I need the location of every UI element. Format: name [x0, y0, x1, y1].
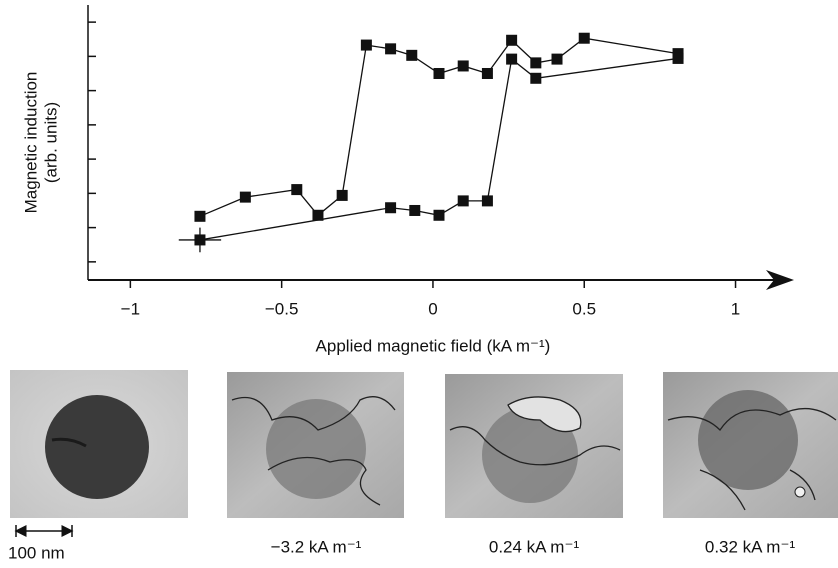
- y-axis-label: (arb. units): [41, 102, 60, 183]
- data-point: [312, 209, 324, 221]
- data-point: [672, 52, 684, 64]
- micrograph: [10, 370, 188, 518]
- chart: −1 −0.5 0 0.5 1 Applied magnetic field (kA m⁻…: [21, 5, 794, 355]
- data-point: [336, 189, 348, 201]
- data-point: [194, 210, 206, 222]
- data-point: [530, 72, 542, 84]
- data-point: [239, 191, 251, 203]
- scale-bar: 100 nm: [8, 525, 74, 562]
- data-point: [409, 204, 421, 216]
- data-point: [506, 53, 518, 65]
- data-point: [506, 34, 518, 46]
- panel-caption: 0.24 kA m⁻¹: [489, 537, 580, 556]
- data-point: [360, 39, 372, 51]
- data-point: [578, 32, 590, 44]
- data-point: [194, 234, 206, 246]
- data-point: [291, 184, 303, 196]
- data-point: [457, 60, 469, 72]
- y-axis-label: Magnetic induction: [21, 72, 40, 214]
- micrograph: [227, 372, 404, 518]
- data-point: [530, 57, 542, 69]
- data-point: [385, 43, 397, 55]
- data-point: [481, 195, 493, 207]
- data-point: [551, 53, 563, 65]
- data-point: [406, 49, 418, 61]
- x-tick-label: −1: [121, 299, 140, 318]
- data-point: [385, 202, 397, 214]
- x-tick-label: 0.5: [572, 299, 596, 318]
- x-tick-label: 1: [731, 299, 740, 318]
- data-point: [457, 195, 469, 207]
- x-axis-label: Applied magnetic field (kA m⁻¹): [316, 336, 551, 355]
- x-tick-label: 0: [428, 299, 437, 318]
- panel-caption: −3.2 kA m⁻¹: [271, 537, 362, 556]
- data-point: [433, 209, 445, 221]
- micrograph: [663, 372, 838, 518]
- data-point: [481, 67, 493, 79]
- data-point: [433, 67, 445, 79]
- micrograph: [445, 374, 623, 518]
- scale-bar-label: 100 nm: [8, 543, 65, 562]
- panel-caption: 0.32 kA m⁻¹: [705, 537, 796, 556]
- series-line: [199, 37, 679, 217]
- x-tick-label: −0.5: [265, 299, 299, 318]
